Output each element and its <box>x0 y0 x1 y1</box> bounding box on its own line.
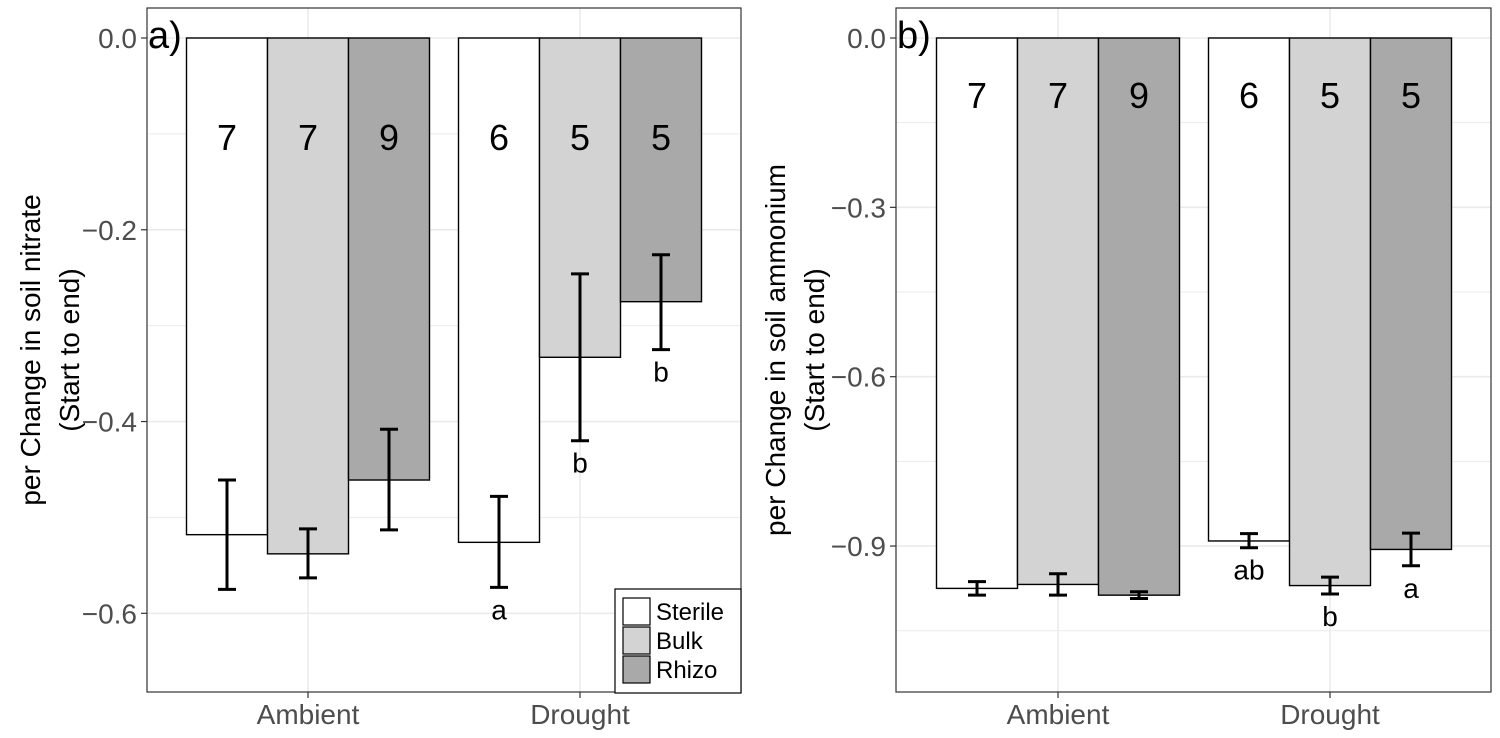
y-tick-label: −0.9 <box>831 531 886 562</box>
sample-size-label: 9 <box>379 117 399 158</box>
y-tick-label: −0.6 <box>831 362 886 393</box>
legend-label-rhizo: Rhizo <box>656 657 717 684</box>
sample-size-label: 7 <box>1048 75 1068 116</box>
panel-b: 0.0 −0.3 −0.6 −0.9 7 6 ab 7 5 b 9 5 a Ambient Drought b… <box>760 7 1492 730</box>
panel-a: 0.0 −0.2 −0.4 −0.6 7 6 a 7 5 b 9 5 b Ambient Drought a)… <box>15 7 742 730</box>
sample-size-label: 5 <box>1401 75 1421 116</box>
legend-label-bulk: Bulk <box>656 628 704 655</box>
panel-border <box>146 7 742 693</box>
x-tick-label: Ambient <box>1007 699 1110 730</box>
panel-tag: a) <box>148 15 182 57</box>
sample-size-label: 5 <box>651 117 671 158</box>
legend-key-rhizo <box>622 655 651 684</box>
sample-size-label: 5 <box>570 117 590 158</box>
x-tick-label: Ambient <box>257 699 360 730</box>
sample-size-label: 7 <box>967 75 987 116</box>
y-tick-label: −0.2 <box>82 215 137 246</box>
legend-key-sterile <box>622 597 651 626</box>
x-tick-label: Drought <box>530 699 630 730</box>
y-axis-title-line2: (Start to end) <box>54 268 85 431</box>
y-tick-label: −0.6 <box>82 598 137 629</box>
significance-label: b <box>653 357 669 388</box>
y-axis-title-line2: (Start to end) <box>799 268 830 431</box>
bar-rhizo-ambient <box>347 37 431 481</box>
significance-label: a <box>491 594 507 625</box>
significance-label: a <box>1403 573 1419 604</box>
bar-bulk-ambient <box>266 37 350 555</box>
sample-size-label: 7 <box>217 117 237 158</box>
significance-label: b <box>1322 601 1338 632</box>
bar-sterile-drought <box>1207 37 1291 542</box>
sample-size-label: 6 <box>489 117 509 158</box>
y-tick-label: 0.0 <box>98 23 137 54</box>
significance-label: ab <box>1233 555 1264 586</box>
y-tick-label: 0.0 <box>847 23 886 54</box>
legend-key-bulk <box>622 626 651 655</box>
legend-label-sterile: Sterile <box>656 599 724 626</box>
bar-sterile-ambient <box>935 37 1019 590</box>
sample-size-label: 5 <box>1320 75 1340 116</box>
panel-border <box>895 7 1492 693</box>
sample-size-label: 9 <box>1129 75 1149 116</box>
significance-label: b <box>572 448 588 479</box>
bar-rhizo-drought <box>1369 37 1453 551</box>
x-tick-label: Drought <box>1280 699 1380 730</box>
sample-size-label: 7 <box>298 117 318 158</box>
y-tick-label: −0.4 <box>82 407 137 438</box>
panel-tag: b) <box>897 15 931 57</box>
sample-size-label: 6 <box>1239 75 1259 116</box>
bar-sterile-drought <box>457 37 541 544</box>
bar-sterile-ambient <box>185 37 269 536</box>
bar-bulk-ambient <box>1016 37 1100 586</box>
bar-bulk-drought <box>1288 37 1372 587</box>
bar-rhizo-ambient <box>1097 37 1181 596</box>
y-axis-title-line1: per Change in soil nitrate <box>15 194 46 505</box>
y-axis-title-line1: per Change in soil ammonium <box>760 164 791 536</box>
y-tick-label: −0.3 <box>831 192 886 223</box>
